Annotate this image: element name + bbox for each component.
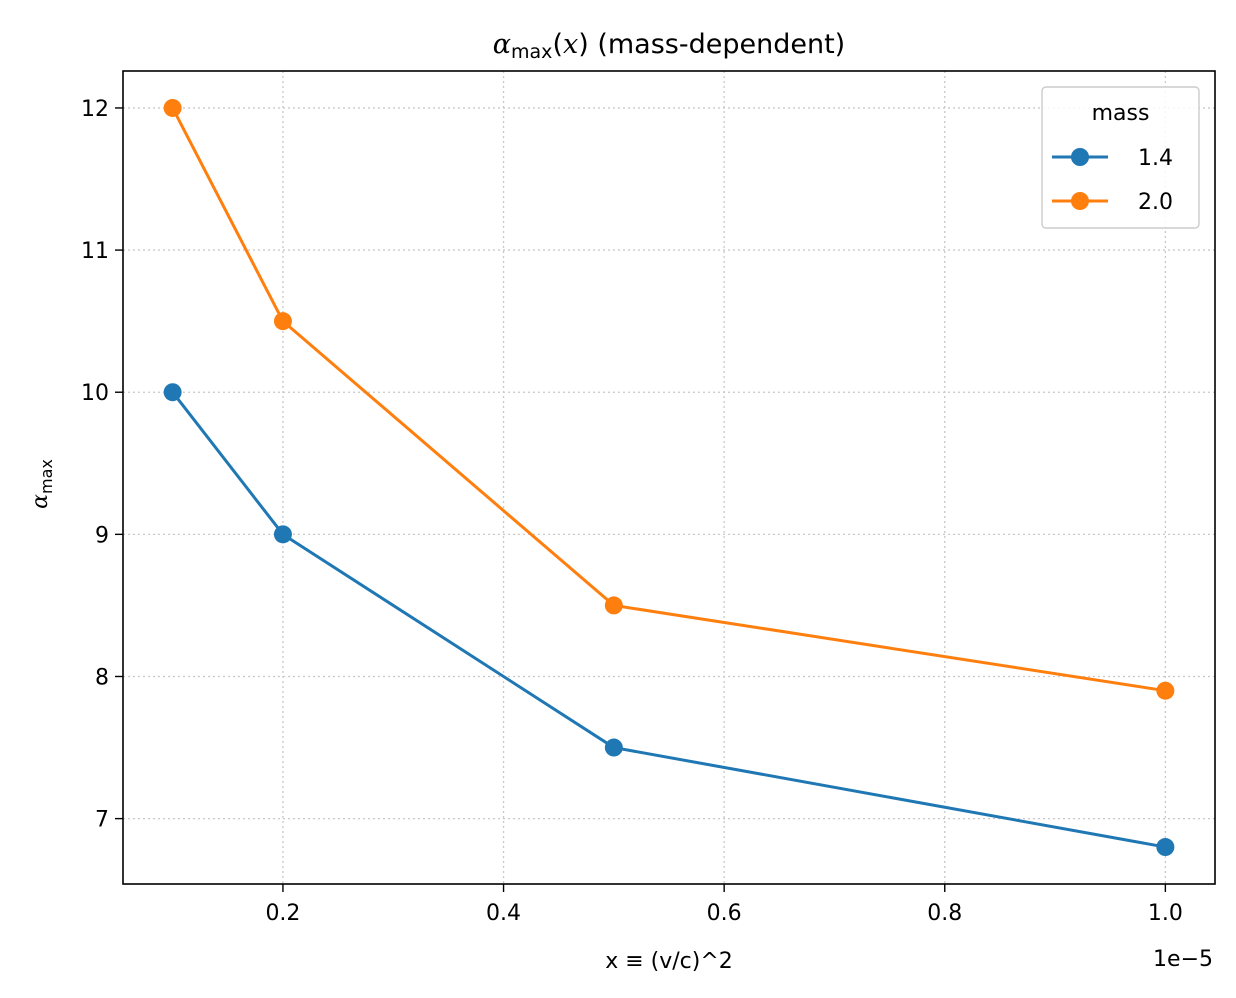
title-rest: (mass-dependent) xyxy=(589,29,845,60)
series-layer xyxy=(163,98,1175,857)
y-axis-label: αmax xyxy=(28,459,56,509)
y-tick-label: 10 xyxy=(81,381,109,406)
x-tick-label: 0.6 xyxy=(707,901,742,926)
legend: mass 1.4 2.0 xyxy=(1041,86,1200,229)
axis-ticks: 0.2 0.4 0.6 0.8 1.0 7 8 9 10 11 12 xyxy=(81,97,1183,926)
plot-area-frame xyxy=(122,70,1216,885)
x-tick-label: 0.8 xyxy=(927,901,962,926)
x-tick-label: 1.0 xyxy=(1148,901,1183,926)
legend-title: mass xyxy=(1092,101,1150,126)
data-point xyxy=(273,525,292,544)
series-line xyxy=(171,391,1166,849)
data-point xyxy=(604,596,623,615)
x-tick-label: 0.4 xyxy=(486,901,521,926)
x-axis-label: x ≡ (v/c)^2 xyxy=(605,949,733,974)
x-axis-offset-label: 1e−5 xyxy=(1153,947,1213,972)
y-tick-label: 7 xyxy=(95,808,109,833)
legend-label: 1.4 xyxy=(1138,146,1173,171)
chart-title: αmax(x) (mass-dependent) xyxy=(493,29,845,63)
data-point xyxy=(273,312,292,331)
legend-item-2.0: 2.0 xyxy=(1052,190,1173,215)
data-point xyxy=(1156,838,1175,857)
title-close-paren: ) xyxy=(578,29,589,60)
title-symbol: α xyxy=(493,29,511,60)
title-subscript: max xyxy=(511,41,552,63)
data-point xyxy=(1156,681,1175,700)
y-label-symbol: α xyxy=(28,494,53,509)
x-tick-label: 0.2 xyxy=(265,901,300,926)
y-tick-label: 8 xyxy=(95,665,109,690)
series-1.4 xyxy=(163,383,1175,857)
grid xyxy=(123,71,1215,884)
legend-marker xyxy=(1071,192,1089,210)
title-variable: x xyxy=(563,29,578,60)
y-label-subscript: max xyxy=(37,459,56,494)
y-tick-label: 9 xyxy=(95,523,109,548)
series-line xyxy=(171,107,1166,693)
data-point xyxy=(604,738,623,757)
legend-item-1.4: 1.4 xyxy=(1052,146,1173,171)
legend-label: 2.0 xyxy=(1138,190,1173,215)
legend-marker xyxy=(1071,148,1089,166)
data-point xyxy=(163,98,182,117)
series-2.0 xyxy=(163,98,1175,700)
y-tick-label: 11 xyxy=(81,239,109,264)
y-tick-label: 12 xyxy=(81,97,109,122)
title-open-paren: ( xyxy=(552,29,563,60)
data-point xyxy=(163,383,182,402)
